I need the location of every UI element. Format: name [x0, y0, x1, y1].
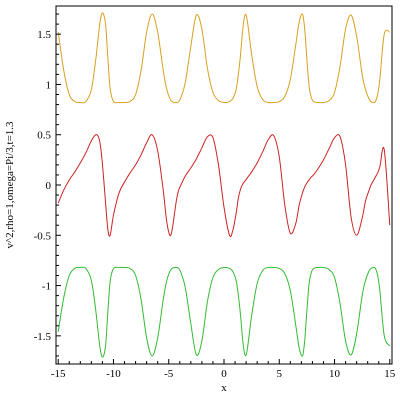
series-layer	[57, 12, 391, 358]
y-tick-label: -0.5	[34, 230, 52, 242]
x-tick-label: -10	[106, 368, 121, 380]
x-axis-label: x	[221, 382, 227, 394]
x-tick-label: 15	[384, 368, 396, 380]
y-tick-label: -1.5	[34, 331, 52, 343]
series-line-1	[57, 12, 391, 104]
x-tick-label: 5	[277, 368, 283, 380]
x-tick-label: -5	[164, 368, 174, 380]
x-tick-label: 10	[329, 368, 341, 380]
series-line-2	[57, 134, 391, 238]
y-tick-label: 0.5	[37, 130, 51, 142]
y-tick-label: 0	[46, 180, 52, 192]
series-line-3	[57, 266, 391, 358]
y-tick-label: -1	[42, 281, 51, 293]
y-axis-ticks: 1.5 1 0.5 0 -0.5 -1 -1.5	[34, 13, 61, 357]
y-axis-label: v^2,rho=1,omega=Pi/3,t=1.3	[4, 121, 16, 249]
y-tick-label: 1.5	[37, 29, 51, 41]
y-tick-label: 1	[46, 79, 52, 91]
x-axis-ticks: -15 -10 -5 0 5 10 15	[51, 359, 396, 380]
x-tick-label: -15	[51, 368, 66, 380]
x-tick-label: 0	[221, 368, 227, 380]
